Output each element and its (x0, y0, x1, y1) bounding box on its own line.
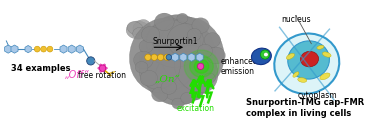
Ellipse shape (139, 45, 180, 89)
Ellipse shape (167, 24, 203, 56)
Circle shape (151, 54, 158, 61)
Ellipse shape (146, 20, 200, 67)
Ellipse shape (155, 13, 174, 31)
Circle shape (41, 46, 46, 52)
Text: cytoplasm: cytoplasm (298, 91, 338, 100)
Ellipse shape (192, 18, 209, 33)
Text: nucleus: nucleus (281, 15, 311, 24)
Ellipse shape (198, 44, 212, 58)
Ellipse shape (207, 47, 225, 64)
Circle shape (164, 54, 170, 61)
Text: „On“: „On“ (155, 75, 181, 84)
Ellipse shape (100, 68, 103, 72)
Ellipse shape (102, 64, 105, 68)
Polygon shape (60, 45, 67, 53)
Ellipse shape (293, 72, 299, 77)
Ellipse shape (320, 73, 330, 80)
Ellipse shape (190, 89, 202, 100)
Ellipse shape (161, 80, 177, 94)
Ellipse shape (141, 26, 160, 43)
Text: „Off“: „Off“ (65, 70, 90, 80)
Text: free rotation: free rotation (77, 71, 125, 80)
Ellipse shape (126, 21, 150, 39)
Polygon shape (180, 53, 187, 61)
Circle shape (260, 50, 270, 59)
Ellipse shape (127, 22, 143, 35)
Ellipse shape (181, 93, 193, 104)
Ellipse shape (274, 33, 339, 94)
Text: excitation: excitation (176, 104, 214, 113)
Text: 34 examples: 34 examples (11, 64, 71, 73)
Ellipse shape (103, 67, 107, 70)
Ellipse shape (140, 70, 158, 86)
Polygon shape (11, 45, 18, 53)
Polygon shape (68, 45, 75, 53)
Ellipse shape (139, 40, 153, 53)
Circle shape (166, 55, 172, 60)
Ellipse shape (174, 45, 218, 93)
Ellipse shape (135, 62, 148, 73)
Text: Snurportin-TMG cap-FMR
complex in living cells: Snurportin-TMG cap-FMR complex in living… (246, 98, 364, 118)
Ellipse shape (140, 15, 216, 105)
Ellipse shape (204, 73, 215, 83)
Ellipse shape (204, 33, 220, 47)
Circle shape (34, 46, 40, 52)
Ellipse shape (288, 41, 329, 79)
Polygon shape (188, 53, 195, 61)
Polygon shape (172, 53, 179, 61)
Ellipse shape (129, 18, 199, 93)
Circle shape (158, 54, 164, 61)
Ellipse shape (152, 87, 168, 102)
Circle shape (145, 54, 151, 61)
Circle shape (99, 65, 106, 71)
Ellipse shape (301, 51, 319, 67)
Ellipse shape (251, 48, 271, 65)
Ellipse shape (322, 52, 331, 57)
Ellipse shape (190, 55, 213, 77)
Ellipse shape (155, 51, 210, 102)
Ellipse shape (134, 51, 153, 69)
Ellipse shape (177, 13, 188, 23)
Circle shape (47, 46, 53, 52)
Ellipse shape (98, 67, 102, 70)
Ellipse shape (133, 27, 147, 38)
Circle shape (264, 52, 268, 57)
Ellipse shape (287, 53, 294, 59)
Ellipse shape (159, 17, 224, 88)
Polygon shape (76, 45, 84, 53)
Polygon shape (196, 53, 203, 61)
Polygon shape (25, 46, 31, 53)
Ellipse shape (187, 28, 201, 41)
Ellipse shape (298, 78, 307, 82)
Text: Snurportin1: Snurportin1 (152, 37, 198, 46)
Ellipse shape (194, 60, 209, 73)
Text: enhanced
emission: enhanced emission (220, 57, 258, 76)
Circle shape (87, 57, 95, 65)
Ellipse shape (133, 20, 150, 35)
Ellipse shape (172, 98, 184, 109)
Ellipse shape (100, 64, 103, 68)
Ellipse shape (184, 50, 219, 83)
Ellipse shape (317, 45, 324, 49)
Ellipse shape (102, 68, 105, 72)
Ellipse shape (197, 82, 209, 93)
Circle shape (197, 63, 204, 70)
Polygon shape (5, 45, 12, 53)
